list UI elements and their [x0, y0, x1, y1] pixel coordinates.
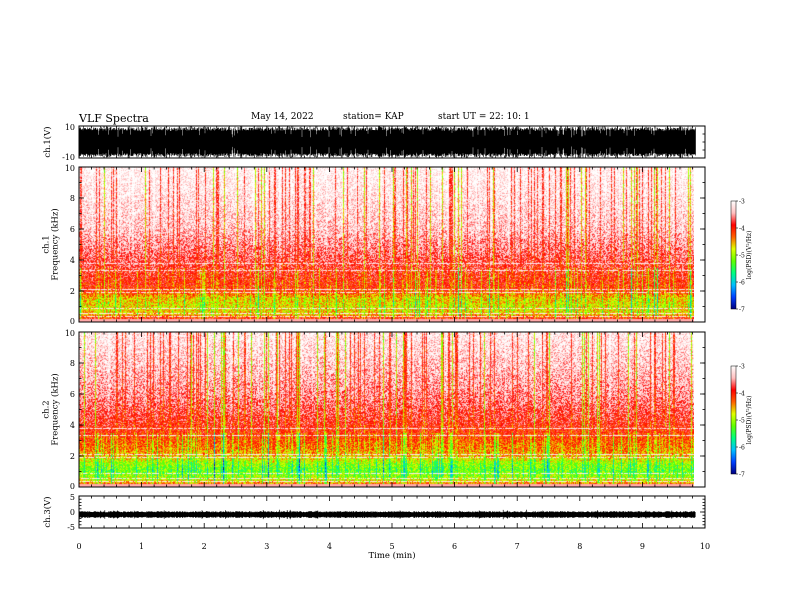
ch3wave-ytick-label-5: 5 [70, 493, 75, 502]
ch2-spectrogram-image [79, 332, 694, 487]
ch1spec-cbtick-label--7: -7 [739, 307, 745, 314]
ch1spec-ytick-label-0: 0 [70, 317, 75, 326]
ch3wave-xtick-label-7: 7 [515, 542, 520, 551]
ch1spec-cbtick-label--6: -6 [739, 280, 745, 287]
ch2spec-ytick-label-6: 6 [70, 390, 75, 399]
ch1wave-ylabel: ch.1(V) [42, 126, 53, 157]
panel-ch1-waveform: 10 -10 ch.1(V) [42, 123, 706, 162]
ch2spec-ytick-label-0: 0 [70, 482, 75, 491]
ch1spec-ytick-label-8: 8 [70, 194, 75, 203]
ch1spec-cbtick-label--4: -4 [739, 226, 745, 233]
ch2spec-colorbar [730, 365, 737, 475]
ch1spec-colorbar [730, 200, 737, 310]
ch2spec-cbtick-label--4: -4 [739, 391, 745, 398]
ch3wave-xtick-label-8: 8 [577, 542, 582, 551]
ch2spec-ytick-label-4: 4 [70, 421, 75, 430]
date-label: May 14, 2022 [251, 112, 314, 122]
ch1spec-cblabel: log(PSD)(V²/Hz) [746, 231, 753, 280]
ch1spec-ytick-label-10: 10 [65, 164, 75, 173]
ch1-waveform-trace [78, 126, 696, 158]
panel-ch3-waveform: 5 0 -5 ch.3(V) 0 1 2 3 4 5 6 7 8 9 10 Time (min) [42, 493, 710, 561]
ch3wave-xtick-label-2: 2 [202, 542, 207, 551]
ch3wave-xtick-label-1: 1 [139, 542, 144, 551]
ch3wave-xtick-label-4: 4 [327, 542, 332, 551]
ch2spec-cbtick-label--5: -5 [739, 418, 745, 425]
ch2spec-ytick-label-2: 2 [70, 452, 75, 461]
ch1spec-cbtick-label--3: -3 [739, 199, 745, 206]
station-label: station= KAP [343, 112, 404, 122]
ch3wave-ylabel: ch.3(V) [42, 496, 53, 527]
ch3wave-ytick-label-0: 0 [70, 508, 75, 517]
ch3wave-xtick-label-9: 9 [640, 542, 645, 551]
ch1wave-ytick-label--10: -10 [62, 153, 75, 162]
ch1-spectrogram-image [79, 167, 694, 322]
chart-title: VLF Spectra [79, 112, 149, 125]
ch2spec-cbtick-label--3: -3 [739, 364, 745, 371]
x-axis-label: Time (min) [368, 550, 415, 561]
ch3wave-ytick-label--5: -5 [67, 523, 75, 532]
ch2spec-ytick-label-8: 8 [70, 359, 75, 368]
ch1spec-ytick-label-4: 4 [70, 256, 75, 265]
ch3wave-xtick-label-6: 6 [452, 542, 457, 551]
panel-ch2-spectrogram: 0 2 4 6 8 10 ch.2Frequency (kHz) -3 -4 -5 -6 -7 log… [42, 329, 754, 491]
ch2spec-ytick-label-10: 10 [65, 329, 75, 338]
ch2spec-cbtick-label--6: -6 [739, 445, 745, 452]
ch3-waveform-trace [78, 509, 696, 520]
ch1wave-ytick-label-10: 10 [65, 123, 75, 132]
panel-ch1-spectrogram: 0 2 4 6 8 10 ch.1Frequency (kHz) -3 -4 -5 -6 -7 log… [42, 164, 754, 326]
ch3wave-xtick-label-0: 0 [76, 542, 81, 551]
start-time-label: start UT = 22: 10: 1 [438, 112, 530, 122]
ch2spec-cblabel: log(PSD)(V²/Hz) [746, 396, 753, 445]
ch3wave-xtick-label-5: 5 [389, 542, 394, 551]
ch1spec-ylabel: ch.1Frequency (kHz) [42, 208, 61, 280]
ch1spec-cbtick-label--5: -5 [739, 253, 745, 260]
ch2spec-ylabel: ch.2Frequency (kHz) [42, 373, 61, 445]
ch3wave-xtick-label-10: 10 [700, 542, 710, 551]
ch2spec-cbtick-label--7: -7 [739, 472, 745, 479]
ch1spec-ytick-label-6: 6 [70, 225, 75, 234]
ch3wave-xtick-label-3: 3 [264, 542, 269, 551]
ch1spec-ytick-label-2: 2 [70, 287, 75, 296]
